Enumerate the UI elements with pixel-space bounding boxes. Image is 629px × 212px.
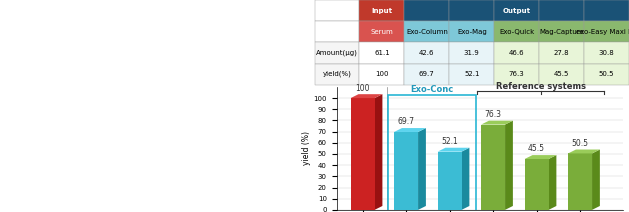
Text: Exo-Conc: Exo-Conc <box>410 85 454 94</box>
Polygon shape <box>350 94 382 98</box>
Text: 52.1: 52.1 <box>441 137 458 146</box>
Bar <box>438 152 462 210</box>
Polygon shape <box>592 149 600 210</box>
Y-axis label: yield (%): yield (%) <box>301 131 311 165</box>
Polygon shape <box>568 149 600 153</box>
Polygon shape <box>505 121 513 210</box>
Text: 76.3: 76.3 <box>484 110 501 119</box>
Text: 50.5: 50.5 <box>572 139 589 148</box>
Polygon shape <box>375 94 382 210</box>
Polygon shape <box>525 155 557 159</box>
Polygon shape <box>481 121 513 125</box>
Text: 69.7: 69.7 <box>398 117 415 126</box>
Text: 45.5: 45.5 <box>528 144 545 153</box>
Bar <box>394 132 418 210</box>
Polygon shape <box>418 128 426 210</box>
Text: Reference systems: Reference systems <box>496 82 586 91</box>
Polygon shape <box>438 148 469 152</box>
Bar <box>481 125 505 210</box>
Bar <box>568 153 592 210</box>
Polygon shape <box>548 155 557 210</box>
Text: 100: 100 <box>355 84 370 92</box>
Bar <box>350 98 375 210</box>
Bar <box>525 159 548 210</box>
Polygon shape <box>462 148 469 210</box>
Polygon shape <box>394 128 426 132</box>
